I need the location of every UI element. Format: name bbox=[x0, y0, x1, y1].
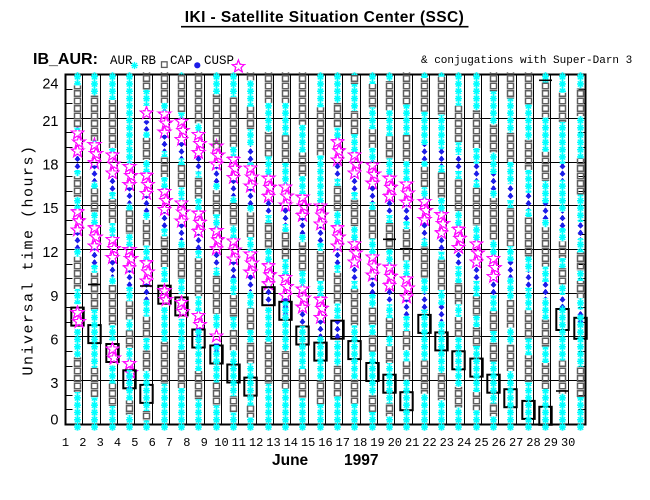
svg-text:4: 4 bbox=[114, 436, 121, 450]
svg-text:6: 6 bbox=[50, 333, 58, 349]
svg-text:CAP: CAP bbox=[170, 54, 193, 68]
svg-text:25: 25 bbox=[474, 436, 488, 450]
svg-text:23: 23 bbox=[440, 436, 454, 450]
svg-text:12: 12 bbox=[42, 245, 58, 261]
svg-text:16: 16 bbox=[318, 436, 332, 450]
svg-text:IB_AUR:: IB_AUR: bbox=[33, 51, 98, 68]
svg-text:24: 24 bbox=[42, 77, 58, 93]
svg-text:10: 10 bbox=[214, 436, 228, 450]
svg-text:13: 13 bbox=[266, 436, 280, 450]
svg-text:21: 21 bbox=[405, 436, 419, 450]
svg-text:15: 15 bbox=[42, 201, 58, 217]
svg-text:24: 24 bbox=[457, 436, 471, 450]
svg-text:6: 6 bbox=[149, 436, 156, 450]
svg-text:AUR: AUR bbox=[110, 54, 133, 68]
svg-text:18: 18 bbox=[353, 436, 367, 450]
svg-text:28: 28 bbox=[526, 436, 540, 450]
svg-text:2: 2 bbox=[79, 436, 86, 450]
svg-text:June: June bbox=[272, 452, 309, 469]
svg-text:& conjugations with Super-Darn: & conjugations with Super-Darn 3 bbox=[421, 55, 632, 67]
svg-text:Universal time (hours): Universal time (hours) bbox=[21, 144, 38, 375]
svg-text:7: 7 bbox=[166, 436, 173, 450]
svg-text:11: 11 bbox=[232, 436, 246, 450]
svg-text:17: 17 bbox=[336, 436, 350, 450]
svg-text:29: 29 bbox=[544, 436, 558, 450]
svg-text:19: 19 bbox=[370, 436, 384, 450]
svg-text:27: 27 bbox=[509, 436, 523, 450]
svg-text:8: 8 bbox=[183, 436, 190, 450]
svg-text:5: 5 bbox=[131, 436, 138, 450]
svg-text:0: 0 bbox=[50, 413, 58, 429]
svg-text:3: 3 bbox=[97, 436, 104, 450]
svg-text:21: 21 bbox=[42, 114, 58, 130]
svg-text:9: 9 bbox=[201, 436, 208, 450]
svg-text:9: 9 bbox=[50, 289, 58, 305]
svg-text:RB: RB bbox=[141, 54, 157, 68]
svg-text:12: 12 bbox=[249, 436, 263, 450]
svg-text:15: 15 bbox=[301, 436, 315, 450]
svg-text:26: 26 bbox=[492, 436, 506, 450]
svg-text:1997: 1997 bbox=[344, 452, 378, 469]
svg-text:30: 30 bbox=[561, 436, 575, 450]
svg-text:22: 22 bbox=[422, 436, 436, 450]
svg-text:IKI - Satellite Situation Cent: IKI - Satellite Situation Center (SSC) bbox=[185, 9, 465, 26]
svg-text:CUSP: CUSP bbox=[204, 54, 234, 68]
svg-text:3: 3 bbox=[50, 376, 58, 392]
svg-text:20: 20 bbox=[388, 436, 402, 450]
svg-text:1: 1 bbox=[62, 436, 69, 450]
svg-text:14: 14 bbox=[284, 436, 298, 450]
svg-text:18: 18 bbox=[42, 158, 58, 174]
